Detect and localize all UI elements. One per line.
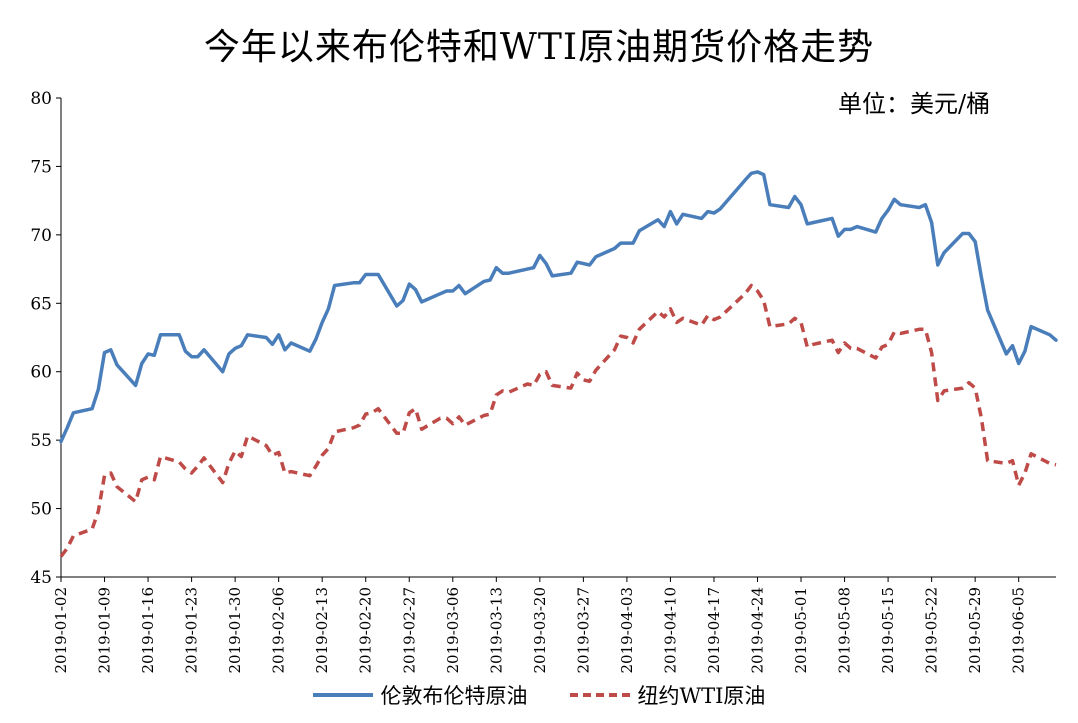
x-tick-label: 2019-03-13 xyxy=(487,587,505,673)
y-tick-label: 80 xyxy=(30,89,52,109)
x-tick-label: 2019-05-08 xyxy=(836,587,854,673)
x-tick-label: 2019-02-20 xyxy=(357,587,375,673)
x-tick-label: 2019-01-02 xyxy=(52,587,70,673)
chart-series xyxy=(59,170,1058,558)
x-tick-label: 2019-05-01 xyxy=(792,587,810,673)
x-tick-label: 2019-01-30 xyxy=(226,587,244,673)
chart-title: 今年以来布伦特和WTI原油期货价格走势 xyxy=(203,27,875,68)
legend-item-wti: 纽约WTI原油 xyxy=(569,680,766,710)
series-line-wti xyxy=(59,283,1057,558)
y-tick-label: 65 xyxy=(30,294,52,314)
y-tick-label: 75 xyxy=(30,157,52,177)
legend-swatch-wti xyxy=(569,693,630,697)
y-tick-label: 50 xyxy=(30,500,52,520)
x-tick-label: 2019-01-16 xyxy=(139,587,157,673)
x-tick-label: 2019-05-22 xyxy=(923,587,941,673)
x-tick-label: 2019-02-06 xyxy=(270,587,288,673)
x-tick-label: 2019-06-05 xyxy=(1010,587,1028,673)
y-tick-label: 55 xyxy=(30,431,52,451)
y-tick-label: 45 xyxy=(30,568,52,588)
y-tick-label: 70 xyxy=(30,226,52,246)
x-tick-label: 2019-05-15 xyxy=(879,587,897,673)
unit-label: 单位：美元/桶 xyxy=(838,90,991,118)
series-line-brent xyxy=(59,170,1058,444)
chart-axes: 45 50 55 60 65 70 75 80 2019-01-02 2019-01-09 2019… xyxy=(30,89,1056,673)
x-tick-label: 2019-04-03 xyxy=(618,587,636,673)
x-tick-label: 2019-03-20 xyxy=(531,587,549,673)
x-tick-label: 2019-03-27 xyxy=(574,587,592,673)
legend-swatch-brent xyxy=(312,693,373,697)
x-tick-label: 2019-04-24 xyxy=(749,587,767,673)
x-tick-label: 2019-05-29 xyxy=(966,587,984,673)
y-tick-label: 60 xyxy=(30,363,52,383)
x-tick-label: 2019-01-23 xyxy=(183,587,201,673)
x-tick-label: 2019-01-09 xyxy=(96,587,114,673)
chart-legend: 伦敦布伦特原油 纽约WTI原油 xyxy=(0,680,1078,710)
x-tick-label: 2019-02-27 xyxy=(400,587,418,673)
x-tick-label: 2019-02-13 xyxy=(313,587,331,673)
legend-label-brent: 伦敦布伦特原油 xyxy=(380,684,528,708)
x-tick-label: 2019-04-10 xyxy=(661,587,679,673)
x-tick-label: 2019-04-17 xyxy=(705,587,723,673)
legend-item-brent: 伦敦布伦特原油 xyxy=(312,680,528,710)
x-tick-label: 2019-03-06 xyxy=(444,587,462,673)
legend-label-wti: 纽约WTI原油 xyxy=(637,684,766,708)
